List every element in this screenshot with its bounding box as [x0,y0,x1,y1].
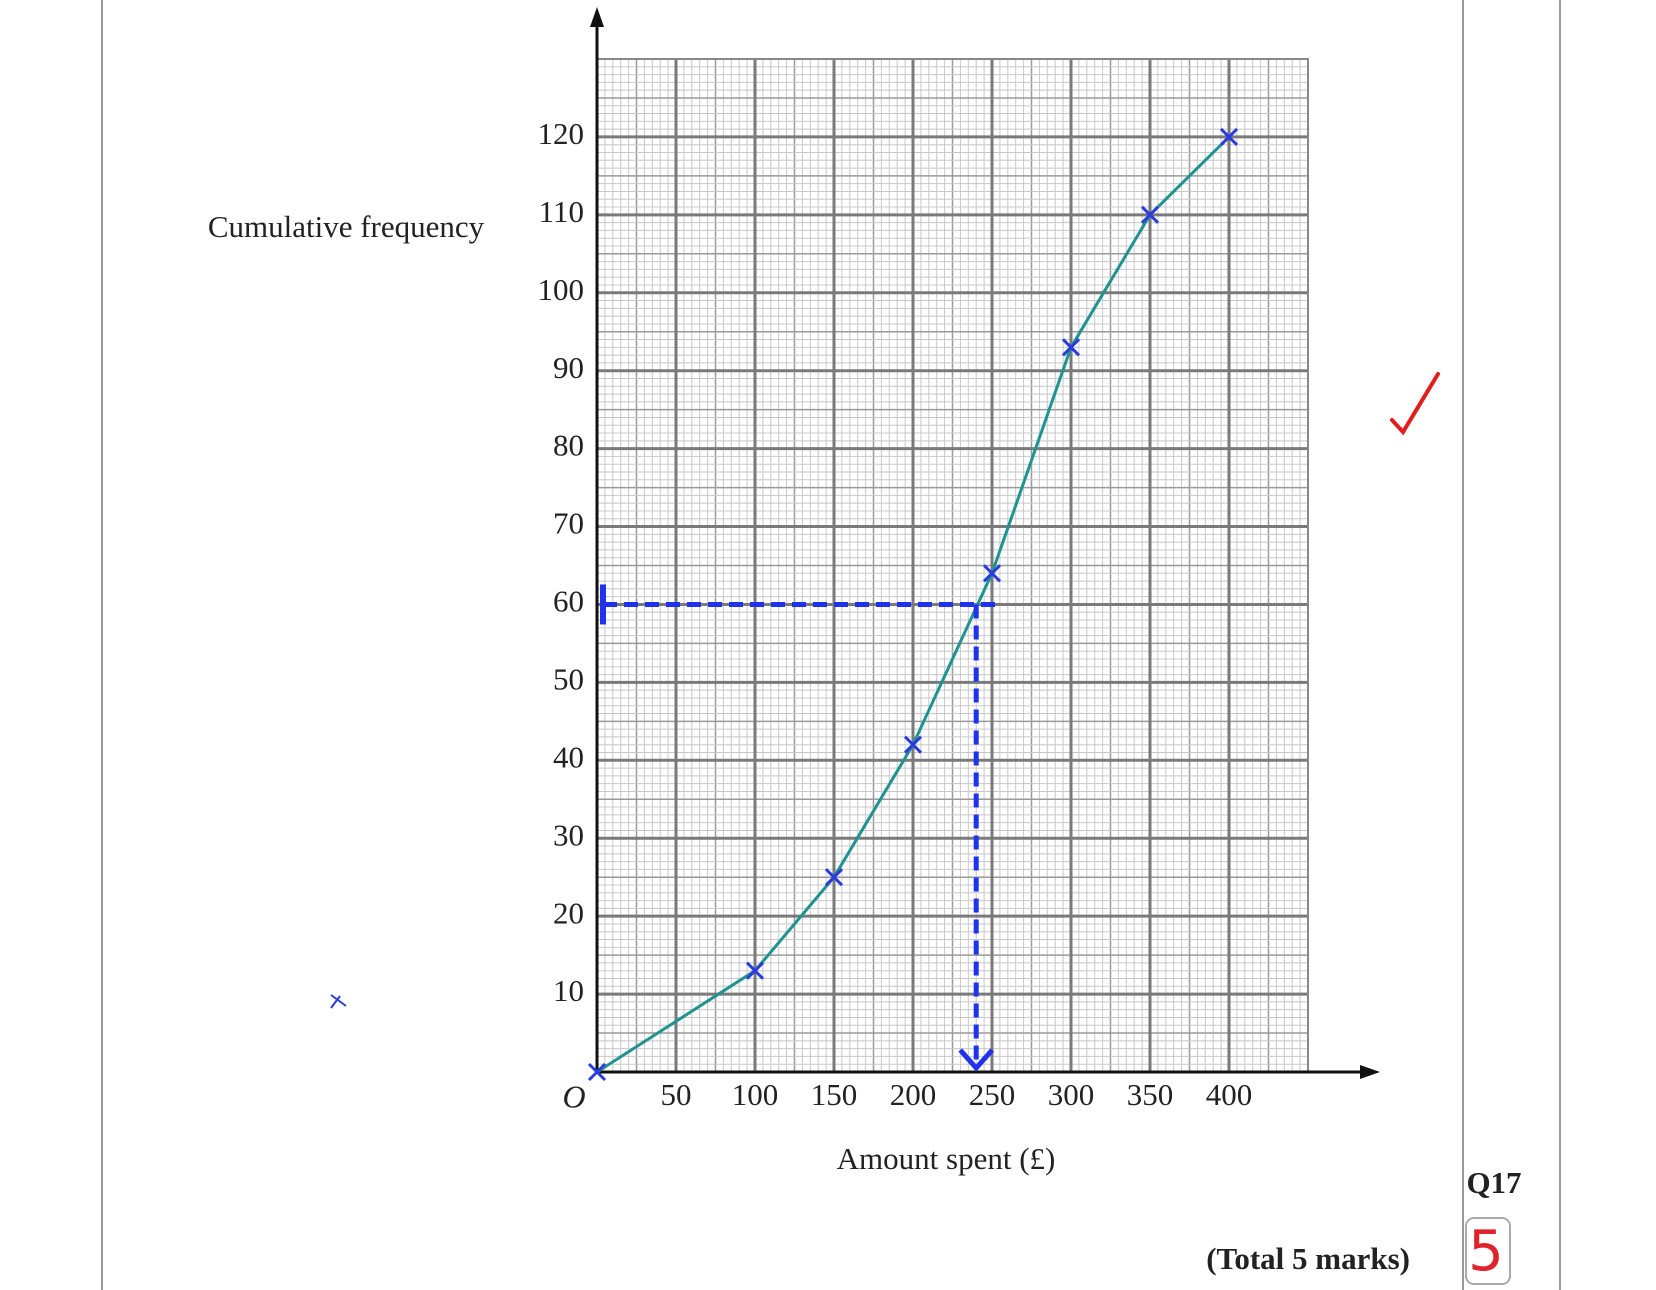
point-cross [824,868,844,887]
y-tick-label: 30 [553,817,584,852]
x-tick-label: 100 [732,1077,779,1112]
point-cross [1061,338,1081,357]
point-cross [982,564,1002,583]
x-tick-label: 300 [1048,1077,1095,1112]
x-tick-label: 350 [1127,1077,1174,1112]
point-cross [903,735,923,754]
y-tick-label: 10 [553,973,584,1008]
check-mark [1390,372,1440,436]
x-tick-label: 50 [661,1077,692,1112]
x-tick-label: 250 [969,1077,1016,1112]
score-box [1465,1217,1511,1285]
x-tick-label: 400 [1206,1077,1253,1112]
x-axis-label: Amount spent (£) [837,1141,1056,1176]
x-axis-arrow [1360,1065,1380,1079]
question-number: Q17 [1466,1165,1521,1200]
y-axis-arrow [590,7,604,27]
point-cross [587,1062,607,1082]
cumulative-curve [596,135,1231,1074]
y-tick-label: 60 [553,584,584,619]
origin-label: O [562,1078,585,1114]
point-cross [1140,205,1160,224]
x-tick-label: 150 [811,1077,858,1112]
y-tick-label: 40 [553,739,584,774]
y-tick-label: 90 [553,350,584,385]
score: 5 [1468,1219,1504,1284]
x-tick-label: 200 [890,1077,937,1112]
y-tick-label: 110 [539,194,584,229]
y-tick-label: 100 [538,272,585,307]
y-tick-label: 70 [553,506,584,541]
reading-arrow [958,1048,995,1072]
stray-mark [330,994,347,1009]
y-tick-label: 20 [553,895,584,930]
y-tick-label: 120 [538,116,585,151]
y-tick-label: 80 [553,428,584,463]
point-cross [745,961,765,980]
y-axis-label: Cumulative frequency [208,209,485,244]
total-marks: (Total 5 marks) [1206,1241,1410,1276]
y-tick-label: 50 [553,661,584,696]
point-cross [1219,127,1239,146]
